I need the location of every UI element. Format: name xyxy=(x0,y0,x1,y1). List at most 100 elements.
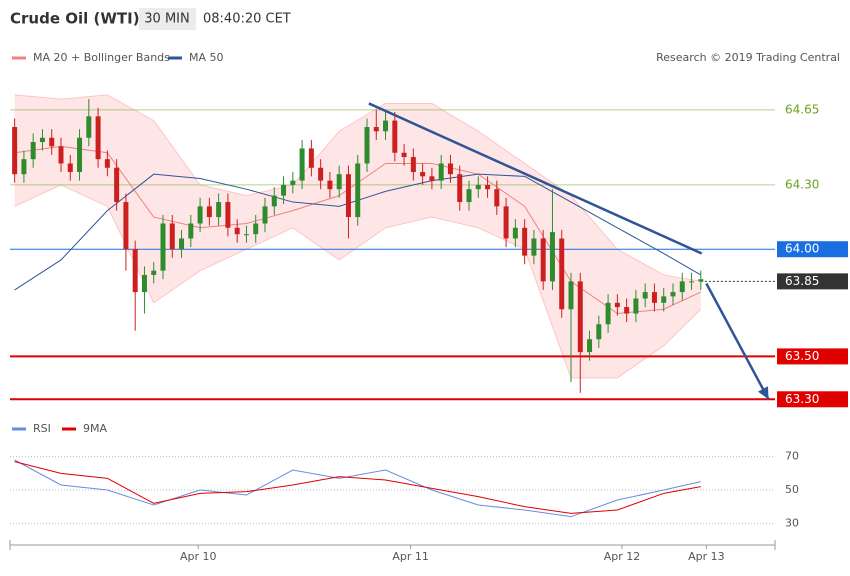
legend-label: RSI xyxy=(33,422,51,435)
candle-body xyxy=(614,302,620,308)
level-label: 64.65 xyxy=(785,102,819,116)
candle-body xyxy=(420,172,426,177)
y-tick-label: 30 xyxy=(785,516,799,529)
level-label: 64.00 xyxy=(785,242,819,256)
candle-body xyxy=(429,176,435,181)
series-line xyxy=(14,145,702,315)
candle-body xyxy=(67,163,73,173)
candle-body xyxy=(253,223,259,235)
candle-body xyxy=(568,281,574,310)
candle-body xyxy=(605,302,611,325)
candle-body xyxy=(225,202,231,228)
timeframe: 30 MIN xyxy=(144,12,189,27)
candle-body xyxy=(318,167,324,181)
x-tick-label: Apr 13 xyxy=(688,550,725,563)
candle-body xyxy=(475,184,481,190)
candle-body xyxy=(466,189,472,203)
candle-body xyxy=(670,292,676,297)
candle-body xyxy=(401,152,407,158)
arrow-head xyxy=(757,386,769,400)
candle-body xyxy=(49,137,55,147)
level-label: 63.50 xyxy=(785,349,819,363)
candle-body xyxy=(243,234,249,236)
candle-body xyxy=(447,163,453,175)
candle-body xyxy=(104,159,110,168)
series-line xyxy=(14,173,702,291)
candle-body xyxy=(633,298,639,314)
candle-body xyxy=(290,180,296,185)
x-tick-label: Apr 12 xyxy=(604,550,641,563)
series-line xyxy=(14,461,701,514)
clock: 08:40:20 CET xyxy=(203,12,291,27)
legend-label: MA 20 + Bollinger Bands xyxy=(33,51,170,64)
candle-body xyxy=(587,339,593,353)
candle-body xyxy=(308,148,314,168)
candle-body xyxy=(77,137,83,173)
candle-body xyxy=(281,184,287,196)
candle-body xyxy=(540,238,546,282)
candle-body xyxy=(160,223,166,271)
candle-body xyxy=(438,163,444,181)
candle-body xyxy=(21,159,27,175)
candle-body xyxy=(327,180,333,190)
candle-body xyxy=(345,174,351,218)
candle-body xyxy=(383,120,389,132)
candle-body xyxy=(123,202,129,250)
candle-body xyxy=(651,292,657,303)
candle-body xyxy=(577,281,583,353)
candle-body xyxy=(234,227,240,235)
candle-body xyxy=(151,270,157,275)
candle-body xyxy=(457,174,463,203)
candle-body xyxy=(216,202,222,218)
candle-body xyxy=(661,296,667,303)
candle-body xyxy=(336,174,342,190)
level-label: 63.85 xyxy=(785,274,819,288)
candle-body xyxy=(179,238,185,250)
series-line xyxy=(14,459,701,518)
candle-body xyxy=(141,274,147,293)
y-tick-label: 70 xyxy=(785,450,799,463)
candle-body xyxy=(39,137,45,143)
candle-body xyxy=(188,223,194,239)
x-tick-label: Apr 11 xyxy=(392,550,429,563)
trendline xyxy=(368,102,703,255)
candle-body xyxy=(114,167,120,203)
credit: Research © 2019 Trading Central xyxy=(656,51,840,64)
trendline xyxy=(705,282,770,400)
candle-body xyxy=(262,206,268,224)
legend-label: MA 50 xyxy=(189,51,224,64)
candle-body xyxy=(58,146,64,164)
x-tick-label: Apr 10 xyxy=(180,550,217,563)
candle-body xyxy=(596,324,602,340)
legend-label: 9MA xyxy=(83,422,107,435)
candle-body xyxy=(679,281,685,293)
candle-body xyxy=(522,227,528,256)
candle-body xyxy=(410,157,416,173)
candle-body xyxy=(494,189,500,207)
candle-body xyxy=(86,116,92,138)
candle-body xyxy=(30,142,36,160)
level-label: 63.30 xyxy=(785,392,819,406)
candle-body xyxy=(12,127,18,175)
candle-body xyxy=(373,127,379,132)
candle-body xyxy=(169,223,175,250)
candle-body xyxy=(95,116,101,160)
candle-body xyxy=(355,163,361,218)
candle-body xyxy=(364,127,370,164)
candle-body xyxy=(689,281,695,283)
band-line xyxy=(14,184,702,379)
candle-body xyxy=(132,249,138,293)
level-box xyxy=(777,391,848,408)
timeframe-box xyxy=(139,8,196,30)
band-line xyxy=(14,94,701,282)
candle-body xyxy=(392,120,398,153)
candle-body xyxy=(299,148,305,181)
candle-body xyxy=(624,307,630,314)
candle-body xyxy=(271,195,277,207)
candle-body xyxy=(549,232,555,282)
candle-body xyxy=(485,184,491,190)
candle-body xyxy=(531,238,537,256)
candle-body xyxy=(503,206,509,239)
level-label: 64.30 xyxy=(785,177,819,191)
